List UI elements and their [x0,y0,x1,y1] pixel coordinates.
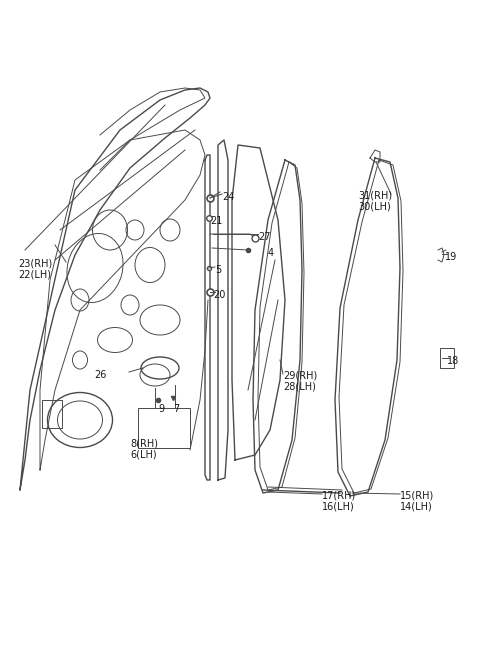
Bar [42,400,62,428]
Text: 4: 4 [268,248,274,258]
Text: 8(RH)
6(LH): 8(RH) 6(LH) [130,438,158,460]
Text: 5: 5 [215,265,221,275]
Text: 21: 21 [210,216,222,226]
Text: 7: 7 [173,404,179,414]
Text: 20: 20 [213,290,226,300]
Text: 15(RH)
14(LH): 15(RH) 14(LH) [400,490,434,512]
Text: 29(RH)
28(LH): 29(RH) 28(LH) [283,370,317,392]
Text: 26: 26 [94,370,107,380]
Text: 31(RH)
30(LH): 31(RH) 30(LH) [358,190,392,212]
Text: 23(RH)
22(LH): 23(RH) 22(LH) [18,258,52,279]
Text: 27: 27 [258,232,271,242]
Text: 24: 24 [222,192,234,202]
Text: 18: 18 [447,356,459,366]
Bar [138,408,190,448]
Bar [440,348,454,368]
Text: 19: 19 [445,252,457,262]
Text: 17(RH)
16(LH): 17(RH) 16(LH) [322,490,356,512]
Text: 9: 9 [158,404,164,414]
